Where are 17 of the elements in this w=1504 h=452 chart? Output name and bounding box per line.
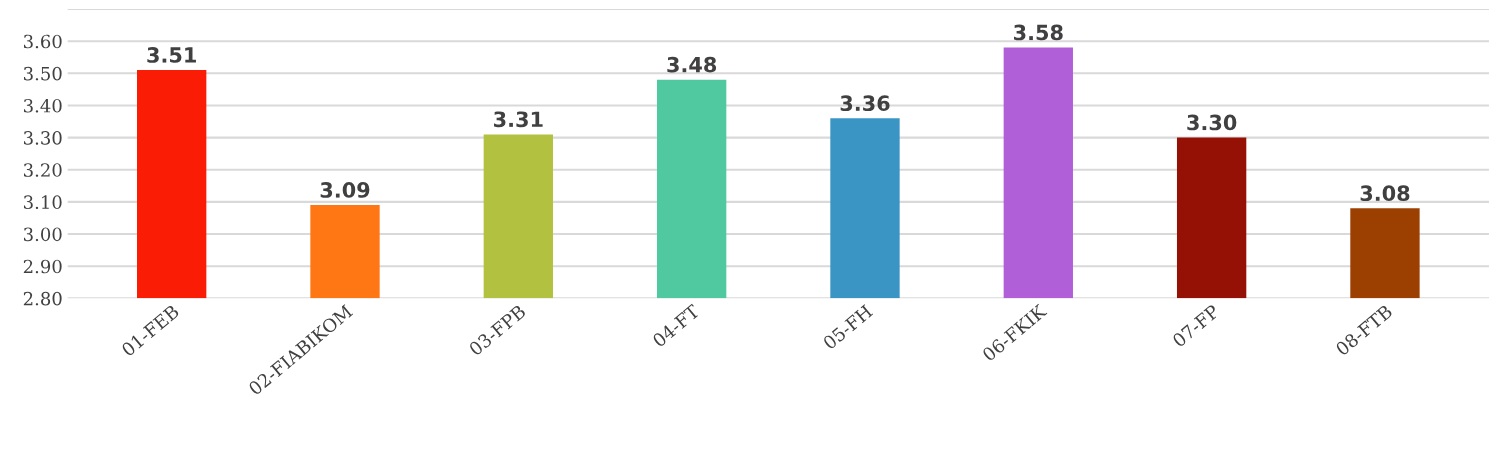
y-tick-label: 2.80: [23, 291, 62, 306]
y-tick-label: 2.90: [23, 259, 62, 274]
data-label: 3.31: [494, 111, 543, 128]
data-label: 3.09: [320, 182, 370, 198]
y-tick-label: 3.60: [23, 34, 62, 49]
data-label: 3.58: [1014, 24, 1063, 41]
data-label: 3.48: [667, 56, 717, 73]
data-label: 3.30: [1187, 114, 1237, 131]
y-tick-label: 3.40: [23, 98, 62, 113]
data-label: 3.36: [840, 95, 890, 112]
data-label: 3.08: [1360, 185, 1410, 202]
data-label: 3.51: [147, 47, 196, 63]
y-tick-label: 3.30: [23, 131, 62, 145]
y-tick-label: 3.20: [23, 163, 62, 177]
y-tick-label: 3.10: [23, 195, 62, 210]
y-tick-label: 3.50: [23, 66, 62, 81]
y-tick-label: 3.00: [23, 227, 62, 242]
